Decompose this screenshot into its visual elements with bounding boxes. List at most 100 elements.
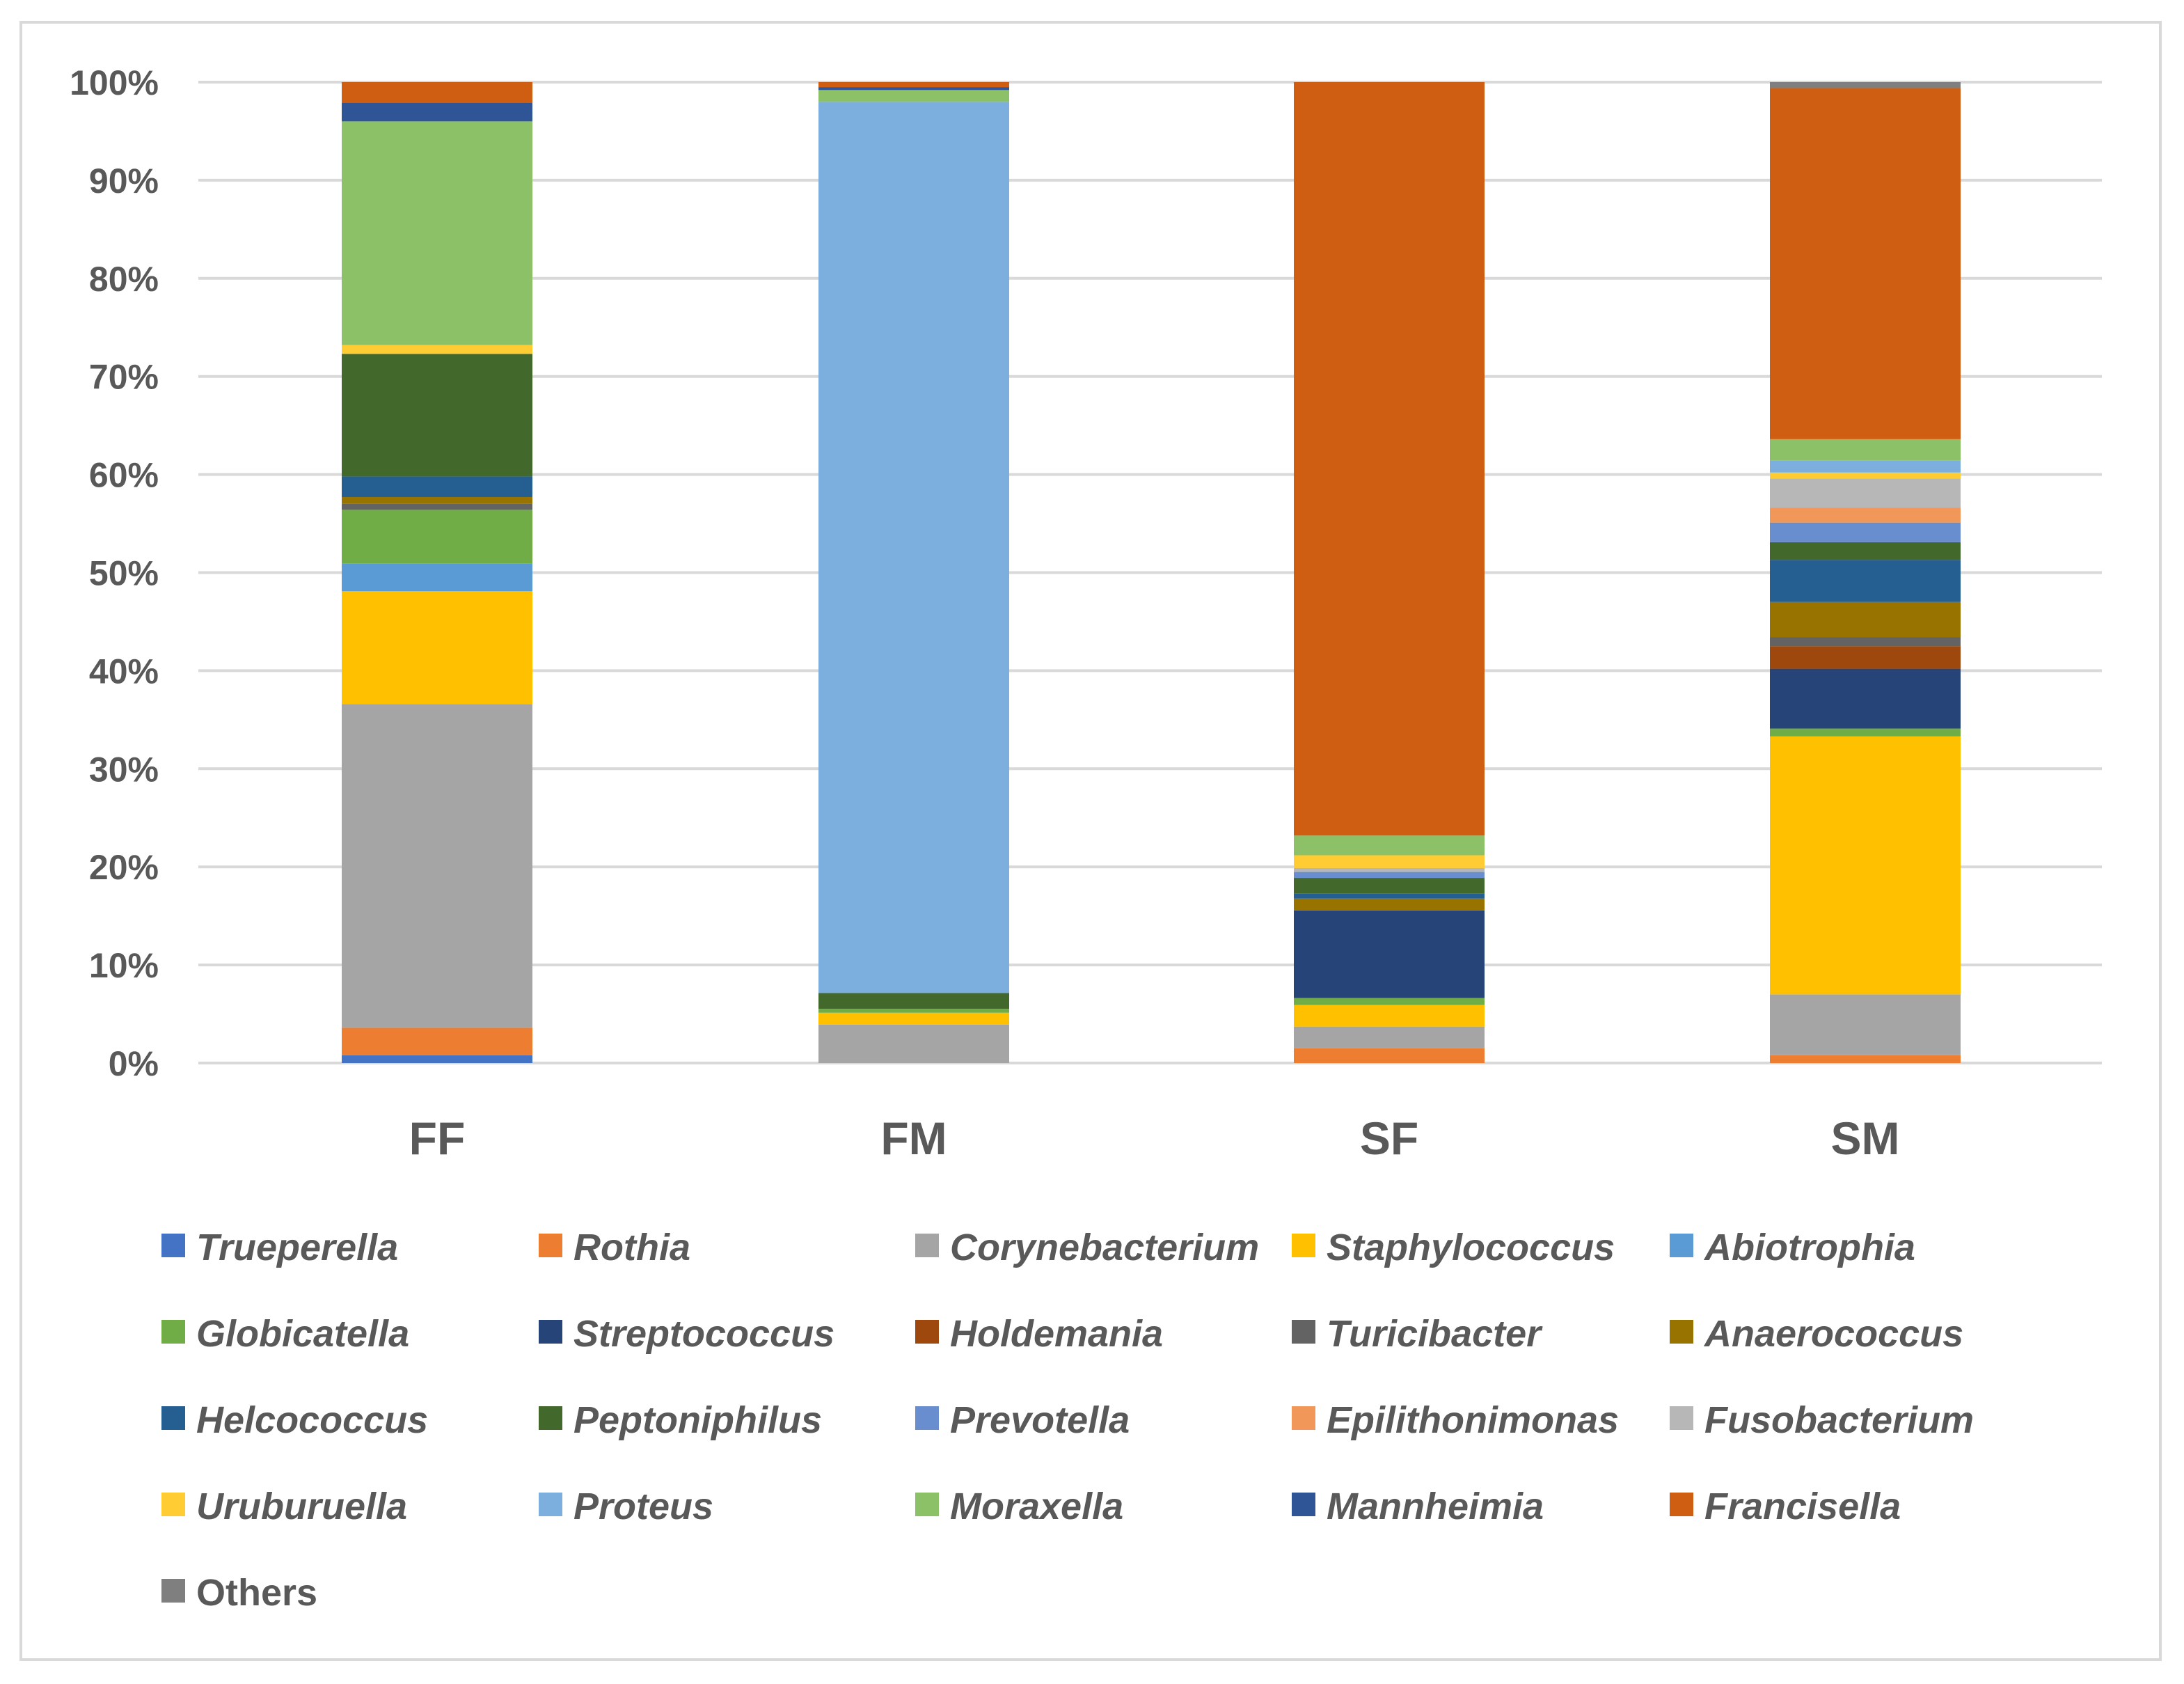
bar-segment-sf-uruburuella[interactable] <box>1294 855 1485 868</box>
bar-segment-ff-corynebacterium[interactable] <box>342 704 532 1028</box>
bar-segment-ff-rothia[interactable] <box>342 1028 532 1055</box>
legend-label: Helcococcus <box>196 1399 428 1441</box>
bar-segment-fm-peptoniphilus[interactable] <box>818 993 1009 1009</box>
bar-segment-sf-prevotella[interactable] <box>1294 872 1485 879</box>
bar-segment-sm-fusobacterium[interactable] <box>1770 478 1961 508</box>
legend: Trueperella Rothia Corynebacterium Staphylo… <box>161 1227 1974 1614</box>
legend-swatch <box>539 1493 562 1516</box>
bar-segment-sm-uruburuella[interactable] <box>1770 472 1961 479</box>
bar-segment-sf-moraxella[interactable] <box>1294 835 1485 856</box>
bar-segment-sm-globicatella[interactable] <box>1770 728 1961 737</box>
bar-segment-sf-corynebacterium[interactable] <box>1294 1026 1485 1048</box>
legend-swatch <box>1292 1234 1315 1257</box>
bar-segment-sf-rothia[interactable] <box>1294 1048 1485 1063</box>
bar-segment-ff-francisella[interactable] <box>342 82 532 103</box>
legend-item-holdemania[interactable]: Holdemania <box>915 1313 1163 1355</box>
bar-segment-ff-peptoniphilus[interactable] <box>342 354 532 477</box>
legend-label: Turicibacter <box>1327 1313 1543 1355</box>
x-category-label: FF <box>409 1112 466 1164</box>
y-tick-label: 70% <box>89 358 159 397</box>
bar-segment-ff-turicibacter[interactable] <box>342 503 532 510</box>
legend-swatch <box>915 1320 939 1344</box>
bar-segment-ff-mannheimia[interactable] <box>342 102 532 122</box>
legend-item-others[interactable]: Others <box>161 1572 317 1614</box>
bar-segment-sm-prevotella[interactable] <box>1770 522 1961 542</box>
legend-label: Others <box>196 1572 317 1614</box>
legend-item-mannheimia[interactable]: Mannheimia <box>1292 1486 1544 1527</box>
legend-swatch <box>915 1493 939 1516</box>
bar-segment-sm-francisella[interactable] <box>1770 88 1961 439</box>
legend-item-abiotrophia[interactable]: Abiotrophia <box>1670 1227 1915 1268</box>
chart-frame <box>19 21 2162 1661</box>
legend-swatch <box>1670 1320 1693 1344</box>
bar-segment-ff-abiotrophia[interactable] <box>342 563 532 592</box>
bar-segment-sm-epilithonimonas[interactable] <box>1770 507 1961 523</box>
bar-segment-sf-francisella[interactable] <box>1294 82 1485 836</box>
legend-item-peptoniphilus[interactable]: Peptoniphilus <box>539 1399 822 1441</box>
bar-segment-fm-globicatella[interactable] <box>818 1009 1009 1013</box>
bar-segment-fm-corynebacterium[interactable] <box>818 1024 1009 1063</box>
bar-segment-sm-anaerococcus[interactable] <box>1770 601 1961 638</box>
bar-segment-ff-helcococcus[interactable] <box>342 476 532 498</box>
bar-segment-ff-globicatella[interactable] <box>342 510 532 564</box>
legend-item-moraxella[interactable]: Moraxella <box>915 1486 1123 1527</box>
legend-swatch <box>915 1234 939 1257</box>
bar-segment-sm-staphylococcus[interactable] <box>1770 736 1961 995</box>
bar-stack-fm <box>818 82 1009 1063</box>
bar-segment-sm-corynebacterium[interactable] <box>1770 994 1961 1055</box>
bar-segment-ff-staphylococcus[interactable] <box>342 591 532 705</box>
bar-segment-fm-proteus[interactable] <box>818 102 1009 993</box>
legend-swatch <box>1670 1406 1693 1430</box>
legend-label: Staphylococcus <box>1327 1227 1615 1268</box>
bar-segment-sm-streptococcus[interactable] <box>1770 668 1961 729</box>
legend-label: Peptoniphilus <box>573 1399 822 1441</box>
legend-label: Streptococcus <box>573 1313 834 1355</box>
bar-segment-sm-others[interactable] <box>1770 82 1961 88</box>
bar-segment-fm-mannheimia[interactable] <box>818 87 1009 91</box>
bar-segment-sf-streptococcus[interactable] <box>1294 910 1485 998</box>
bar-segment-sf-helcococcus[interactable] <box>1294 893 1485 899</box>
bar-segment-sm-holdemania[interactable] <box>1770 646 1961 669</box>
legend-item-prevotella[interactable]: Prevotella <box>915 1399 1130 1441</box>
legend-item-proteus[interactable]: Proteus <box>539 1486 713 1527</box>
legend-item-helcococcus[interactable]: Helcococcus <box>161 1399 428 1441</box>
bar-stack-sm <box>1770 82 1961 1063</box>
legend-item-anaerococcus[interactable]: Anaerococcus <box>1670 1313 1963 1355</box>
legend-item-uruburuella[interactable]: Uruburuella <box>161 1486 407 1527</box>
bar-segment-ff-uruburuella[interactable] <box>342 345 532 354</box>
y-tick-label: 10% <box>89 946 159 985</box>
y-tick-label: 90% <box>89 162 159 200</box>
bar-segment-sm-helcococcus[interactable] <box>1770 560 1961 602</box>
bar-segment-sm-peptoniphilus[interactable] <box>1770 542 1961 560</box>
bar-segment-ff-moraxella[interactable] <box>342 121 532 345</box>
legend-item-trueperella[interactable]: Trueperella <box>161 1227 398 1268</box>
bar-segment-sf-fusobacterium[interactable] <box>1294 867 1485 872</box>
bar-segment-fm-staphylococcus[interactable] <box>818 1012 1009 1025</box>
bar-segment-fm-moraxella[interactable] <box>818 90 1009 102</box>
legend-item-rothia[interactable]: Rothia <box>539 1227 690 1268</box>
bar-segment-ff-anaerococcus[interactable] <box>342 497 532 504</box>
bar-segment-sf-peptoniphilus[interactable] <box>1294 878 1485 894</box>
legend-item-globicatella[interactable]: Globicatella <box>161 1313 409 1355</box>
bar-segment-sm-proteus[interactable] <box>1770 460 1961 473</box>
legend-item-corynebacterium[interactable]: Corynebacterium <box>915 1227 1259 1268</box>
legend-item-francisella[interactable]: Francisella <box>1670 1486 1901 1527</box>
legend-item-streptococcus[interactable]: Streptococcus <box>539 1313 834 1355</box>
legend-swatch <box>161 1320 185 1344</box>
bar-segment-sf-anaerococcus[interactable] <box>1294 898 1485 911</box>
y-tick-label: 20% <box>89 848 159 887</box>
legend-item-fusobacterium[interactable]: Fusobacterium <box>1670 1399 1974 1441</box>
legend-label: Francisella <box>1704 1486 1901 1527</box>
bar-segment-fm-francisella[interactable] <box>818 82 1009 88</box>
bar-segment-sf-globicatella[interactable] <box>1294 998 1485 1005</box>
legend-item-epilithonimonas[interactable]: Epilithonimonas <box>1292 1399 1619 1441</box>
bar-segment-sm-turicibacter[interactable] <box>1770 637 1961 647</box>
bar-segment-sm-moraxella[interactable] <box>1770 439 1961 461</box>
legend-label: Moraxella <box>950 1486 1123 1527</box>
legend-item-turicibacter[interactable]: Turicibacter <box>1292 1313 1543 1355</box>
legend-label: Fusobacterium <box>1704 1399 1974 1441</box>
bar-segment-sf-staphylococcus[interactable] <box>1294 1005 1485 1027</box>
bar-segment-ff-trueperella[interactable] <box>342 1055 532 1063</box>
bar-segment-sm-rothia[interactable] <box>1770 1055 1961 1063</box>
legend-item-staphylococcus[interactable]: Staphylococcus <box>1292 1227 1615 1268</box>
